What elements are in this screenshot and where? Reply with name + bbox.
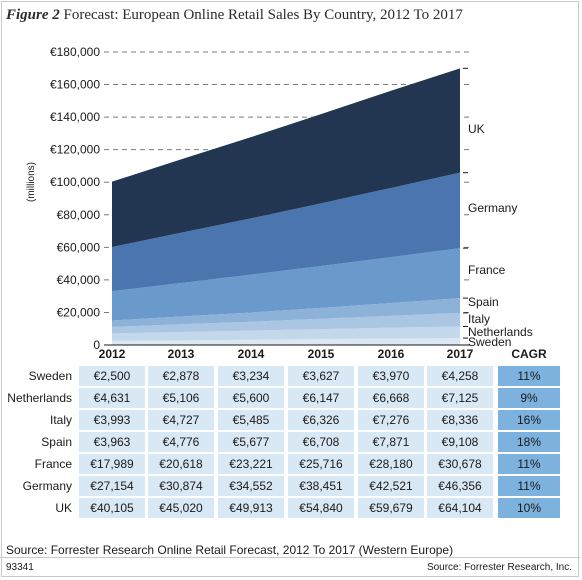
y-tick-label: €60,000 [57,240,101,254]
table-cell: €2,878 [148,366,214,386]
area-sweden [112,338,460,345]
table-cell: €6,147 [288,388,354,408]
table-cell: €5,600 [218,388,284,408]
table-cell: €6,668 [358,388,424,408]
table-cell: €3,234 [218,366,284,386]
y-tick-label: €180,000 [50,45,100,59]
figure-label: Figure 2 [6,7,60,23]
year-label-2015: 2015 [308,347,335,361]
stacked-area-chart: 0 €20,000 €40,000 €60,000 €80,000 €100,000 €12… [26,45,533,361]
table-cell: €2,500 [79,366,145,386]
area-italy [112,312,460,334]
series-label-sweden: Sweden [468,335,511,349]
area-netherlands [112,326,460,341]
table-cell: €5,677 [218,432,284,452]
table-cagr-cell: 10% [498,498,560,518]
year-label-2013: 2013 [168,347,195,361]
table-cell: €9,108 [427,432,493,452]
table-cell: €4,258 [427,366,493,386]
table-row-label: UK [55,501,72,515]
table-row-label: Spain [41,435,72,449]
table-cell: €49,913 [218,498,284,518]
table-cell: €25,716 [288,454,354,474]
table-cell: €46,356 [427,476,493,496]
table-cell: €5,106 [148,388,214,408]
table-cell: €34,552 [218,476,284,496]
table-cell: €8,336 [427,410,493,430]
table-cagr-cell: 9% [498,388,560,408]
table-cell: €23,221 [218,454,284,474]
table-row-label: Germany [22,479,72,493]
table-cell: €38,451 [288,476,354,496]
table-cell: €5,485 [218,410,284,430]
footer-divider [0,557,580,558]
series-label-netherlands: Netherlands [468,325,533,339]
series-label-germany: Germany [468,201,517,215]
table-cagr-cell: 18% [498,432,560,452]
y-tick-label: 0 [93,338,100,352]
y-tick-label: €40,000 [57,273,101,287]
table-row-label: Netherlands [7,391,72,405]
area-spain [112,298,460,327]
table-cell: €59,679 [358,498,424,518]
table-cell: €3,627 [288,366,354,386]
y-tick-label: €80,000 [57,208,101,222]
area-uk [112,68,460,247]
table-cell: €54,840 [288,498,354,518]
table-cell: €30,678 [427,454,493,474]
table-cell: €17,989 [79,454,145,474]
year-label-2012: 2012 [99,347,126,361]
year-label-2014: 2014 [238,347,265,361]
table-cagr-cell: 11% [498,476,560,496]
table-cell: €45,020 [148,498,214,518]
table-cell: €40,105 [79,498,145,518]
table-cell: €28,180 [358,454,424,474]
year-label-2017: 2017 [447,347,474,361]
year-label-2016: 2016 [378,347,405,361]
area-germany [112,172,460,292]
source-credit: Source: Forrester Research, Inc. [426,562,572,573]
figure-title-text: Forecast: European Online Retail Sales B… [63,7,463,23]
table-cell: €64,104 [427,498,493,518]
table-cagr-cell: 11% [498,366,560,386]
table-cell: €4,776 [148,432,214,452]
series-label-france: France [468,263,506,277]
table-cagr-cell: 16% [498,410,560,430]
table-cell: €30,874 [148,476,214,496]
y-tick-label: €20,000 [57,305,101,319]
table-row-label: France [34,457,72,471]
series-label-uk: UK [468,122,485,136]
table-cell: €3,970 [358,366,424,386]
table-row-label: Italy [49,413,72,427]
y-tick-label: €140,000 [50,110,100,124]
table-cagr-cell: 11% [498,454,560,474]
table-cell: €4,727 [148,410,214,430]
y-tick-label: €100,000 [50,175,100,189]
table-cell: €3,963 [79,432,145,452]
series-label-italy: Italy [468,312,490,326]
table-cell: €27,154 [79,476,145,496]
table-cell: €7,276 [358,410,424,430]
table-cell: €4,631 [79,388,145,408]
cagr-header: CAGR [511,347,547,361]
table-cell: €6,708 [288,432,354,452]
document-id: 93341 [6,562,34,573]
figure-title: Figure 2 Forecast: European Online Retai… [6,7,463,24]
table-cell: €7,871 [358,432,424,452]
table-row-label: Sweden [28,369,72,383]
table-cell: €42,521 [358,476,424,496]
series-label-spain: Spain [468,295,499,309]
y-tick-label: €160,000 [50,78,100,92]
table-cell: €7,125 [427,388,493,408]
y-axis-title: (millions) [26,162,37,202]
area-france [112,248,460,321]
y-tick-label: €120,000 [50,143,100,157]
table-cell: €20,618 [148,454,214,474]
table-cell: €3,993 [79,410,145,430]
source-note: Source: Forrester Research Online Retail… [6,543,454,557]
table-cell: €6,326 [288,410,354,430]
